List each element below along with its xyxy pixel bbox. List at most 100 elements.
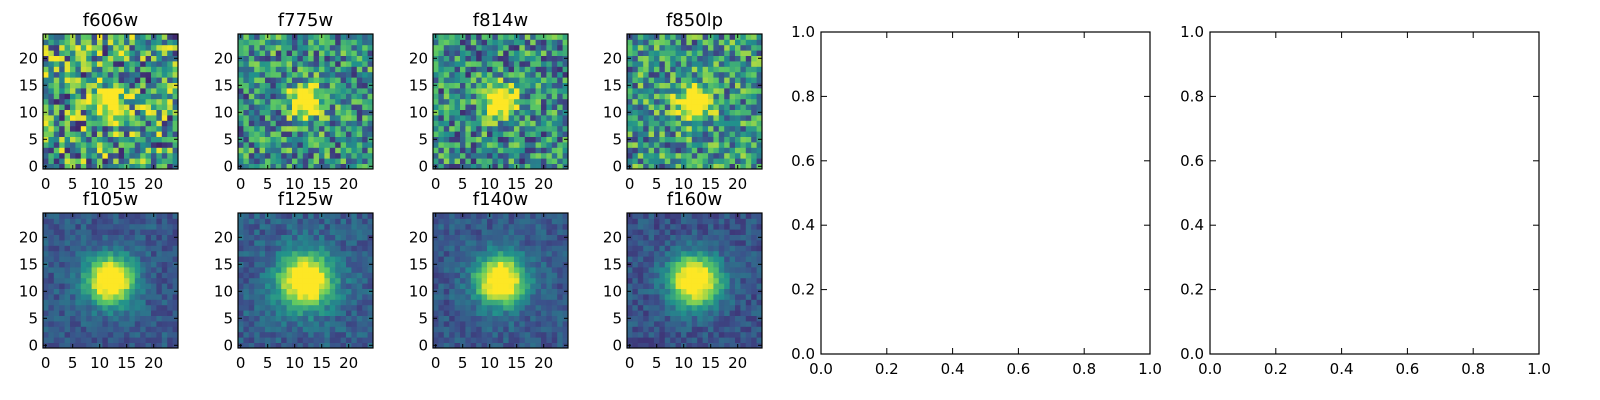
pixel-cell (497, 256, 504, 262)
x-tick-label: 0 (236, 354, 246, 372)
pixel-cell (702, 136, 709, 143)
pixel-cell (134, 261, 141, 268)
pixel-cell (297, 131, 304, 137)
pixel-cell (481, 294, 488, 300)
pixel-cell (497, 229, 504, 235)
pixel-cell (470, 288, 477, 295)
pixel-cell (59, 256, 65, 262)
pixel-cell (134, 213, 141, 219)
pixel-cell (53, 326, 60, 333)
pixel-cell (670, 77, 676, 83)
pixel-cell (140, 304, 146, 311)
pixel-cell (281, 61, 287, 67)
pixel-cell (362, 321, 368, 327)
pixel-cell (487, 104, 493, 110)
pixel-cell (292, 218, 298, 225)
pixel-cell (551, 229, 558, 235)
pixel-cell (340, 337, 347, 343)
pixel-cell (351, 50, 358, 56)
pixel-cell (302, 34, 309, 40)
pixel-cell (514, 250, 520, 257)
pixel-cell (497, 120, 504, 127)
pixel-cell (80, 342, 87, 349)
pixel-cell (503, 234, 509, 241)
pixel-cell (670, 109, 676, 116)
pixel-cell (265, 55, 271, 62)
pixel-cell (476, 66, 482, 73)
pixel-cell (335, 142, 341, 148)
pixel-cell (64, 234, 71, 241)
pixel-cell (470, 245, 477, 252)
pixel-cell (362, 337, 368, 343)
pixel-cell (167, 283, 173, 289)
pixel-cell (140, 147, 146, 154)
pixel-cell (362, 88, 368, 94)
pixel-cell (508, 229, 515, 235)
pixel-cell (254, 120, 260, 127)
pixel-cell (659, 277, 666, 284)
pixel-cell (433, 256, 439, 262)
pixel-cell (75, 71, 82, 78)
pixel-cell (302, 61, 309, 67)
pixel-cell (324, 245, 331, 252)
pixel-cell (519, 39, 526, 46)
pixel-cell (64, 277, 71, 284)
pixel-cell (43, 115, 49, 121)
pixel-cell (713, 115, 720, 121)
pixel-cell (643, 163, 649, 170)
pixel-cell (319, 272, 325, 279)
pixel-cell (497, 299, 504, 306)
pixel-cell (270, 50, 277, 56)
pixel-cell (43, 98, 49, 105)
pixel-cell (107, 272, 114, 279)
pixel-cell (129, 250, 136, 257)
pixel-cell (248, 158, 255, 164)
pixel-cell (340, 261, 347, 268)
pixel-cell (134, 250, 141, 257)
y-tick-label: 0 (418, 336, 428, 354)
pixel-cell (145, 109, 152, 116)
pixel-cell (80, 120, 87, 127)
pixel-cell (302, 88, 309, 94)
pixel-cell (546, 55, 553, 62)
pixel-cell (167, 331, 173, 338)
pixel-cell (254, 250, 260, 257)
pixel-cell (102, 147, 109, 154)
pixel-cell (367, 158, 374, 164)
pixel-cell (64, 82, 71, 89)
x-tick-label: 15 (507, 175, 526, 193)
pixel-cell (503, 288, 509, 295)
pixel-cell (433, 44, 439, 51)
pixel-cell (151, 337, 157, 343)
pixel-cell (465, 93, 472, 100)
pixel-cell (129, 337, 136, 343)
pixel-cell (259, 315, 266, 322)
pixel-cell (487, 131, 493, 137)
pixel-cell (275, 34, 282, 40)
pixel-cell (735, 152, 741, 159)
pixel-cell (433, 71, 439, 78)
pixel-cell (329, 120, 336, 127)
pixel-cell (80, 288, 87, 295)
pixel-cell (681, 115, 687, 121)
pixel-cell (248, 277, 255, 284)
pixel-cell (275, 261, 282, 268)
pixel-cell (286, 304, 293, 311)
pixel-cell (562, 240, 569, 246)
pixel-cell (259, 50, 266, 56)
pixel-cell (675, 50, 682, 56)
pixel-cell (102, 61, 109, 67)
pixel-cell (670, 125, 676, 132)
pixel-cell (259, 125, 266, 132)
pixel-cell (654, 294, 660, 300)
pixel-cell (729, 109, 736, 116)
pixel-cell (59, 66, 65, 73)
pixel-cell (167, 261, 173, 268)
pixel-cell (124, 147, 130, 154)
pixel-cell (713, 342, 720, 349)
pixel-cell (718, 109, 725, 116)
pixel-cell (470, 88, 477, 94)
pixel-cell (697, 136, 703, 143)
pixel-cell (729, 71, 736, 78)
pixel-cell (145, 218, 152, 225)
